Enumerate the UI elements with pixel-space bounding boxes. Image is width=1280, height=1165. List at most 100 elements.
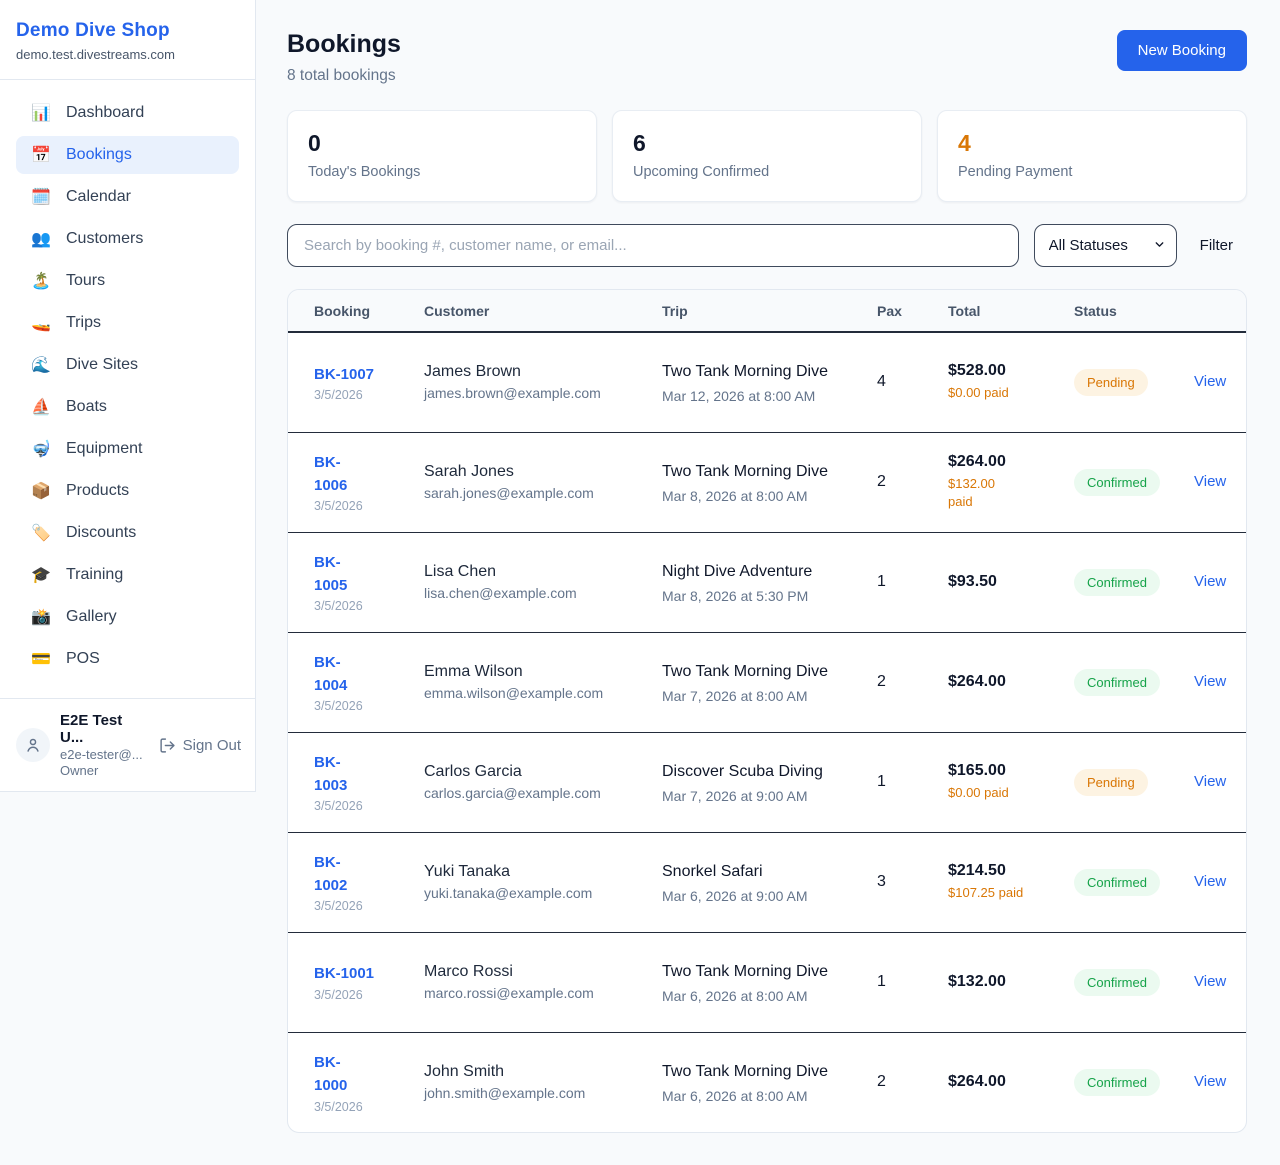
customer-email: yuki.tanaka@example.com xyxy=(424,885,593,901)
booking-id-link[interactable]: BK-1001 xyxy=(314,965,375,983)
bookings-icon: 📅 xyxy=(31,147,51,164)
booking-id-link[interactable]: BK- 1005 xyxy=(314,553,348,594)
equipment-icon: 🤿 xyxy=(31,441,51,458)
trip-datetime: Mar 12, 2026 at 8:00 AM xyxy=(662,388,816,405)
booking-id-link[interactable]: BK-1007 xyxy=(314,365,375,383)
sidebar-item-tours[interactable]: 🏝️ Tours xyxy=(16,262,239,300)
trip-name: Two Tank Morning Dive xyxy=(662,363,828,381)
pax-count: 2 xyxy=(877,473,886,490)
page-subtitle: 8 total bookings xyxy=(287,67,396,84)
dive-sites-icon: 🌊 xyxy=(31,357,51,374)
trip-datetime: Mar 6, 2026 at 8:00 AM xyxy=(662,988,808,1004)
trip-datetime: Mar 7, 2026 at 9:00 AM xyxy=(662,788,808,804)
sidebar-item-dashboard[interactable]: 📊 Dashboard xyxy=(16,94,239,132)
boats-icon: ⛵ xyxy=(31,399,51,416)
column-header-actions xyxy=(1168,290,1246,333)
status-badge: Pending xyxy=(1074,768,1148,796)
trip-name: Two Tank Morning Dive xyxy=(662,1063,828,1081)
sign-out-label: Sign Out xyxy=(182,736,241,754)
view-link[interactable]: View xyxy=(1194,573,1227,590)
view-link[interactable]: View xyxy=(1194,673,1227,690)
brand-logo[interactable]: Demo Dive Shop xyxy=(16,20,170,41)
pax-count: 1 xyxy=(877,573,886,590)
sidebar-item-trips[interactable]: 🚤 Trips xyxy=(16,304,239,342)
view-link[interactable]: View xyxy=(1194,373,1227,391)
page-header: Bookings 8 total bookings New Booking xyxy=(287,30,1247,85)
customer-name: John Smith xyxy=(424,1063,505,1081)
sidebar-item-dive-sites[interactable]: 🌊 Dive Sites xyxy=(16,346,239,384)
view-link[interactable]: View xyxy=(1194,973,1227,990)
stat-value: 6 xyxy=(633,130,646,156)
avatar xyxy=(16,728,50,762)
total-amount: $214.50 xyxy=(948,861,1006,879)
sidebar-item-bookings[interactable]: 📅 Bookings xyxy=(16,136,239,174)
status-badge: Pending xyxy=(1074,368,1148,396)
booking-id-link[interactable]: BK- 1004 xyxy=(314,653,348,694)
booking-id-link[interactable]: BK- 1000 xyxy=(314,1054,348,1095)
sidebar-item-label: Gallery xyxy=(66,608,117,625)
sidebar-item-label: Training xyxy=(66,566,124,583)
dashboard-icon: 📊 xyxy=(31,105,51,122)
booking-date: 3/5/2026 xyxy=(314,387,363,402)
user-icon xyxy=(27,738,39,752)
stats-cards: 0 Today's Bookings 6 Upcoming Confirmed 4 Pen… xyxy=(287,110,1247,202)
sidebar-nav: 📊 Dashboard 📅 Bookings 🗓️ Calendar 👥 Customers 🏝… xyxy=(0,80,255,692)
customer-email: carlos.garcia@example.com xyxy=(424,785,601,801)
page-title: Bookings xyxy=(287,30,401,58)
table-row: BK- 1000 3/5/2026 John Smith john.smith@… xyxy=(288,1032,1246,1132)
view-link[interactable]: View xyxy=(1194,1073,1227,1091)
view-link[interactable]: View xyxy=(1194,873,1227,890)
trip-name: Night Dive Adventure xyxy=(662,563,813,580)
sidebar-item-customers[interactable]: 👥 Customers xyxy=(16,220,239,258)
customer-name: Yuki Tanaka xyxy=(424,863,510,880)
sign-out-icon xyxy=(160,737,175,753)
table-header-row: Booking Customer Trip Pax Total Status xyxy=(288,290,1246,333)
sidebar-item-calendar[interactable]: 🗓️ Calendar xyxy=(16,178,239,216)
trip-name: Two Tank Morning Dive xyxy=(662,463,828,480)
trip-datetime: Mar 6, 2026 at 8:00 AM xyxy=(662,1088,808,1105)
sidebar-footer: E2E Test U... e2e-tester@... Owner Sign … xyxy=(0,698,255,791)
stat-card-today-s-bookings: 0 Today's Bookings xyxy=(287,110,597,202)
sidebar-item-boats[interactable]: ⛵ Boats xyxy=(16,388,239,426)
booking-date: 3/5/2026 xyxy=(314,499,363,514)
stat-label: Pending Payment xyxy=(958,164,1073,180)
customer-name: Marco Rossi xyxy=(424,963,513,980)
bookings-table-card: Booking Customer Trip Pax Total Status BK-100… xyxy=(287,289,1247,1133)
filter-button[interactable]: Filter xyxy=(1192,237,1247,254)
stat-value: 4 xyxy=(958,130,971,156)
sidebar-item-label: Tours xyxy=(66,272,106,289)
customer-name: Carlos Garcia xyxy=(424,763,522,780)
table-row: BK-1001 3/5/2026 Marco Rossi marco.rossi… xyxy=(288,932,1246,1033)
paid-amount: $0.00 paid xyxy=(948,385,1009,401)
sidebar-item-products[interactable]: 📦 Products xyxy=(16,472,239,510)
trips-icon: 🚤 xyxy=(31,315,51,332)
booking-date: 3/5/2026 xyxy=(314,699,363,714)
booking-id-link[interactable]: BK- 1003 xyxy=(314,753,348,794)
booking-id-link[interactable]: BK- 1002 xyxy=(314,853,348,894)
bookings-table: Booking Customer Trip Pax Total Status BK-100… xyxy=(288,290,1246,1132)
sidebar-item-equipment[interactable]: 🤿 Equipment xyxy=(16,430,239,468)
trip-name: Discover Scuba Diving xyxy=(662,763,823,780)
view-link[interactable]: View xyxy=(1194,473,1227,490)
view-link[interactable]: View xyxy=(1194,773,1227,790)
sidebar-item-training[interactable]: 🎓 Training xyxy=(16,556,239,594)
table-row: BK- 1005 3/5/2026 Lisa Chen lisa.chen@ex… xyxy=(288,532,1246,633)
paid-amount: $0.00 paid xyxy=(948,784,1009,800)
column-header-total: Total xyxy=(922,290,1048,333)
sidebar-item-pos[interactable]: 💳 POS xyxy=(16,640,239,678)
sidebar-item-discounts[interactable]: 🏷️ Discounts xyxy=(16,514,239,552)
search-input[interactable] xyxy=(287,224,1019,267)
booking-id-link[interactable]: BK- 1006 xyxy=(314,453,348,494)
user-role: Owner xyxy=(60,763,99,778)
total-amount: $264.00 xyxy=(948,452,1006,470)
customer-name: James Brown xyxy=(424,363,521,381)
total-amount: $528.00 xyxy=(948,362,1006,380)
stat-value: 0 xyxy=(308,130,321,156)
stat-label: Upcoming Confirmed xyxy=(633,164,770,180)
sign-out-button[interactable]: Sign Out xyxy=(159,737,241,754)
sidebar-item-label: Customers xyxy=(66,230,144,247)
status-filter-select[interactable]: All Statuses xyxy=(1033,224,1177,267)
sidebar-item-gallery[interactable]: 📸 Gallery xyxy=(16,598,239,636)
column-header-booking: Booking xyxy=(288,290,398,333)
new-booking-button[interactable]: New Booking xyxy=(1116,30,1247,71)
